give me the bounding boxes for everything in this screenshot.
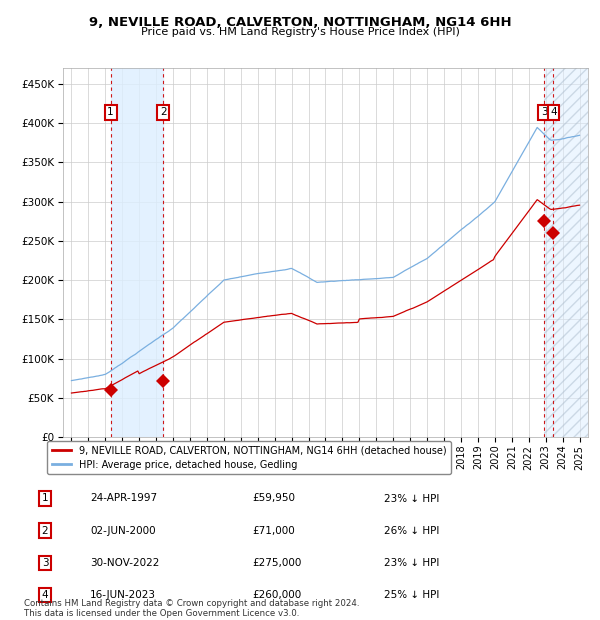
Bar bbox=[544, 68, 600, 437]
Text: £71,000: £71,000 bbox=[252, 526, 295, 536]
Text: 2: 2 bbox=[160, 107, 167, 117]
Text: 9, NEVILLE ROAD, CALVERTON, NOTTINGHAM, NG14 6HH: 9, NEVILLE ROAD, CALVERTON, NOTTINGHAM, … bbox=[89, 16, 511, 29]
Text: 3: 3 bbox=[41, 558, 49, 568]
Text: 23% ↓ HPI: 23% ↓ HPI bbox=[384, 494, 439, 503]
Text: £275,000: £275,000 bbox=[252, 558, 301, 568]
Text: 23% ↓ HPI: 23% ↓ HPI bbox=[384, 558, 439, 568]
Text: £59,950: £59,950 bbox=[252, 494, 295, 503]
Text: 4: 4 bbox=[41, 590, 49, 600]
Text: Price paid vs. HM Land Registry's House Price Index (HPI): Price paid vs. HM Land Registry's House … bbox=[140, 27, 460, 37]
Legend: 9, NEVILLE ROAD, CALVERTON, NOTTINGHAM, NG14 6HH (detached house), HPI: Average : 9, NEVILLE ROAD, CALVERTON, NOTTINGHAM, … bbox=[47, 441, 451, 474]
Text: 3: 3 bbox=[541, 107, 548, 117]
Bar bbox=[110, 68, 163, 437]
Text: 30-NOV-2022: 30-NOV-2022 bbox=[90, 558, 160, 568]
Text: £260,000: £260,000 bbox=[252, 590, 301, 600]
Text: 24-APR-1997: 24-APR-1997 bbox=[90, 494, 157, 503]
Text: 02-JUN-2000: 02-JUN-2000 bbox=[90, 526, 155, 536]
Text: Contains HM Land Registry data © Crown copyright and database right 2024.
This d: Contains HM Land Registry data © Crown c… bbox=[24, 599, 359, 618]
Text: 1: 1 bbox=[107, 107, 114, 117]
Text: 4: 4 bbox=[550, 107, 557, 117]
Text: 26% ↓ HPI: 26% ↓ HPI bbox=[384, 526, 439, 536]
Text: 25% ↓ HPI: 25% ↓ HPI bbox=[384, 590, 439, 600]
Text: 2: 2 bbox=[41, 526, 49, 536]
Text: 1: 1 bbox=[41, 494, 49, 503]
Text: 16-JUN-2023: 16-JUN-2023 bbox=[90, 590, 156, 600]
